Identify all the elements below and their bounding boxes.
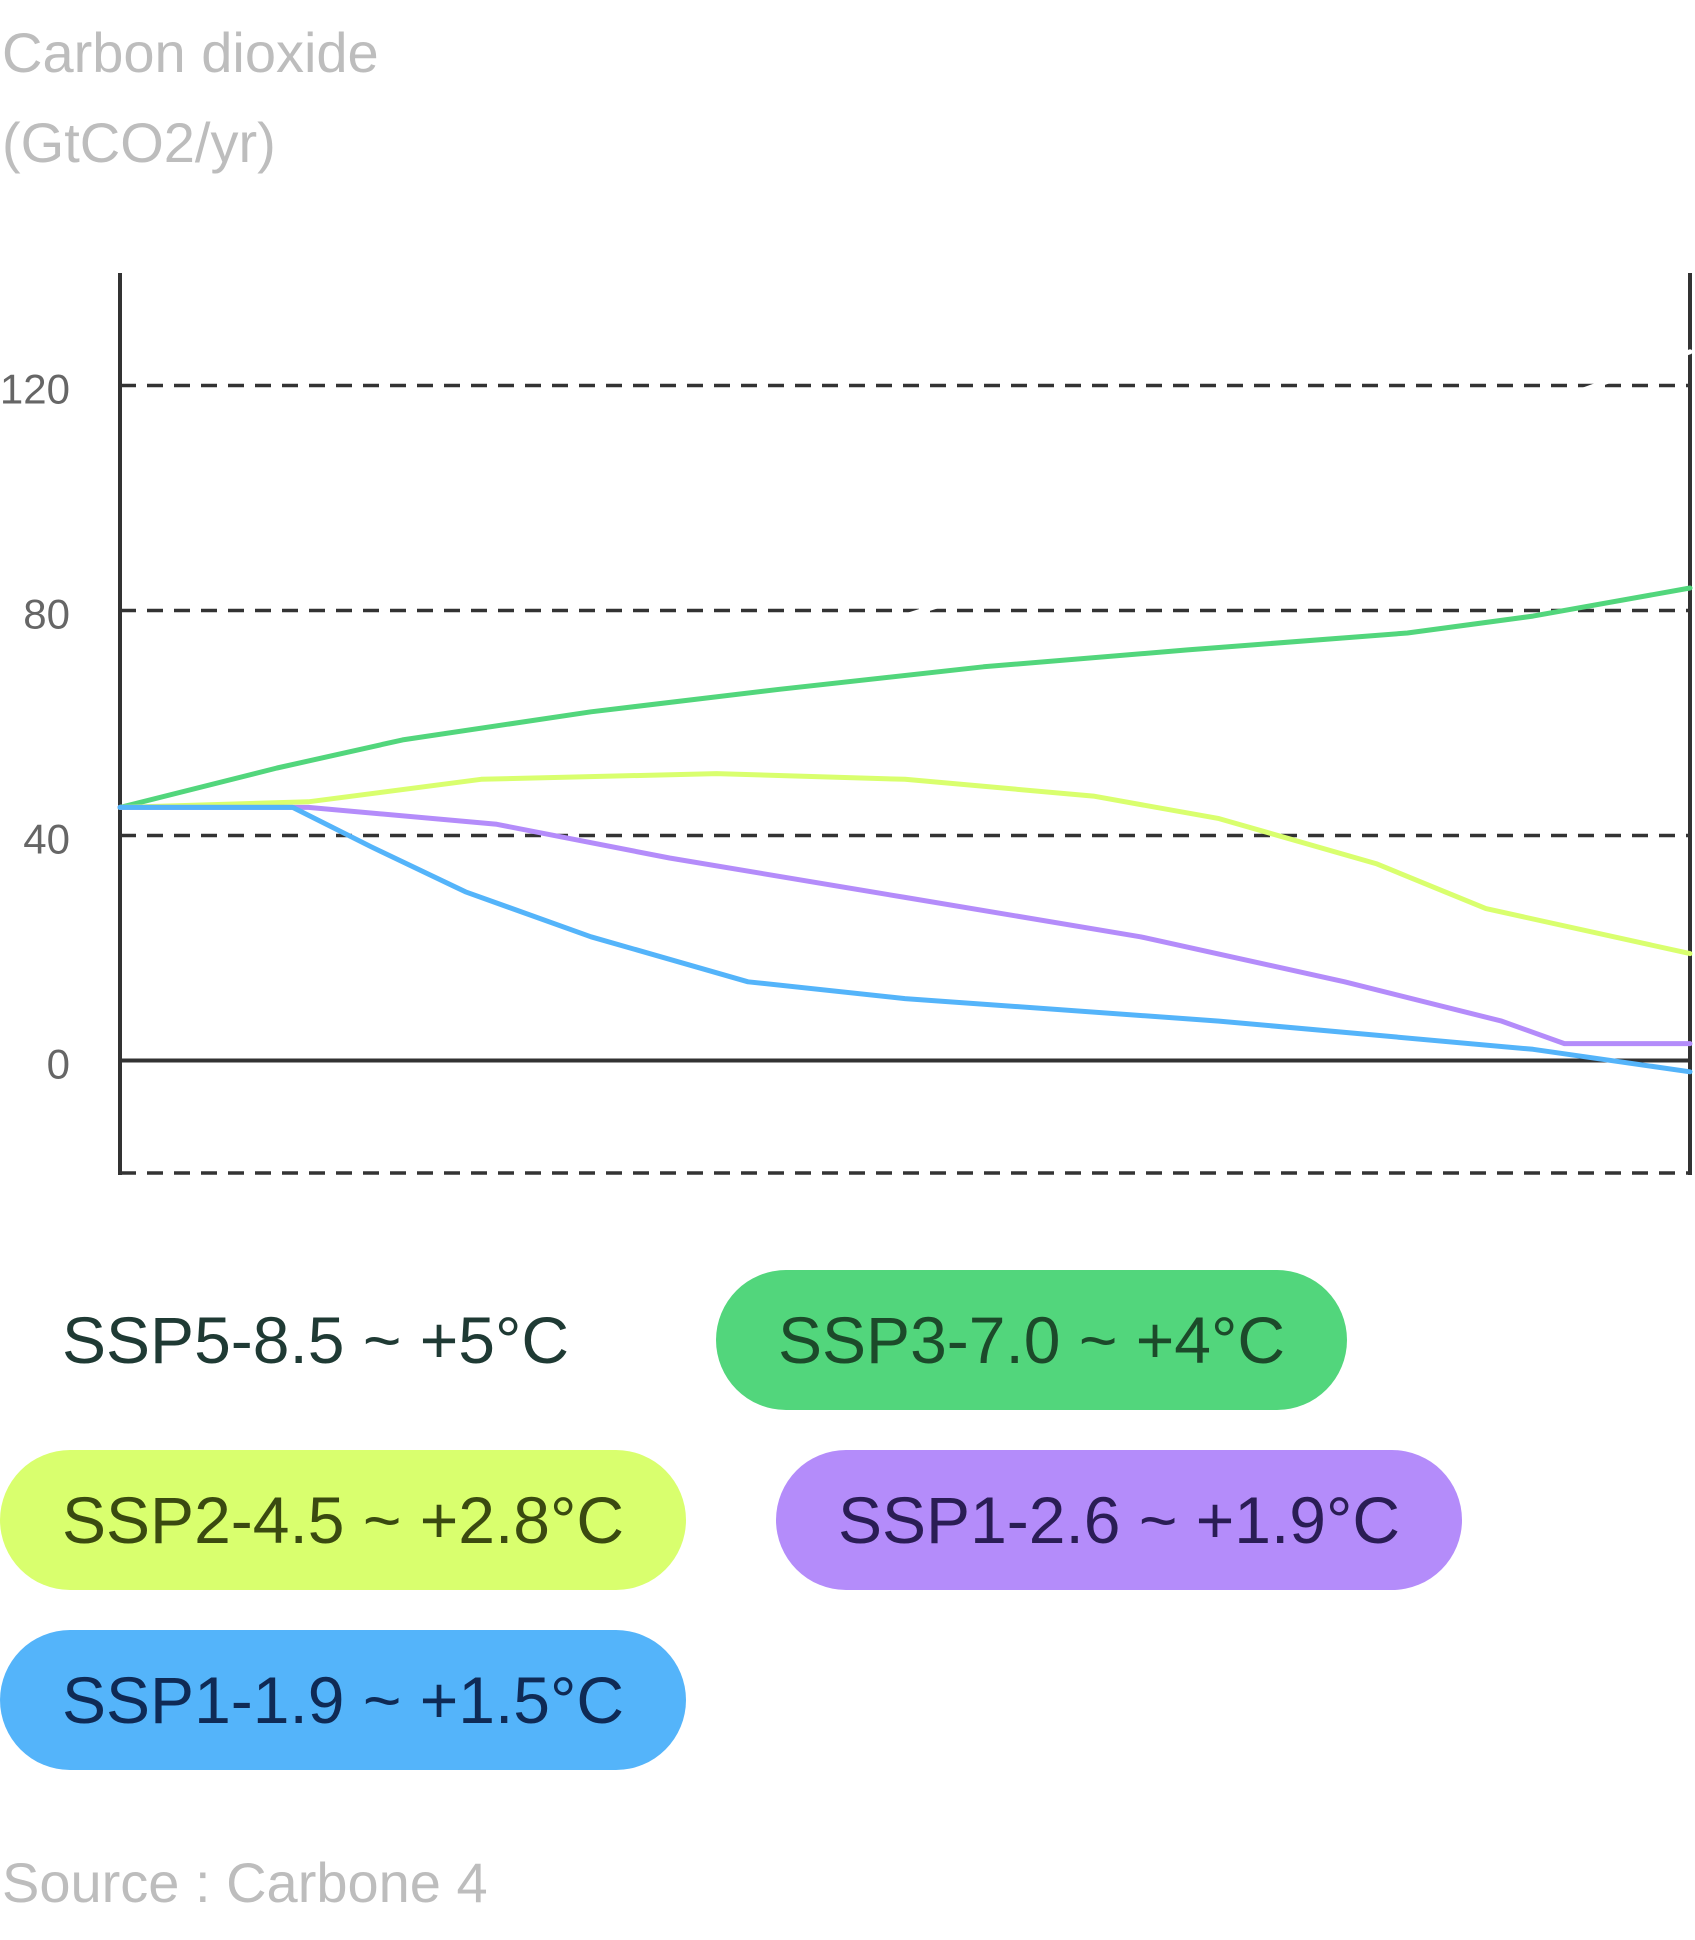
y-tick-label-0: 0 (47, 1041, 70, 1088)
emissions-line-chart: 0 40 80 120 (0, 273, 1693, 1175)
series-line-2 (117, 771, 1693, 957)
y-axis-label: Carbon dioxide (GtCO2/yr) (2, 21, 379, 174)
legend-item-0: SSP5-8.5 ~ +5°C (0, 1270, 632, 1410)
source-note: Source : Carbone 4 (2, 1851, 488, 1914)
legend-item-1: SSP3-7.0 ~ +4°C (716, 1270, 1348, 1410)
series-line-3 (117, 804, 1693, 1047)
legend-item-4: SSP1-1.9 ~ +1.5°C (0, 1630, 687, 1770)
y-tick-label-80: 80 (23, 591, 70, 638)
y-tick-label-40: 40 (23, 816, 70, 863)
legend-item-2: SSP2-4.5 ~ +2.8°C (0, 1450, 687, 1590)
series-line-0 (117, 349, 1693, 810)
series-line-4 (117, 804, 1693, 1075)
series-line-1 (117, 585, 1693, 810)
legend-item-3: SSP1-2.6 ~ +1.9°C (776, 1450, 1463, 1590)
y-tick-label-120: 120 (0, 366, 70, 413)
